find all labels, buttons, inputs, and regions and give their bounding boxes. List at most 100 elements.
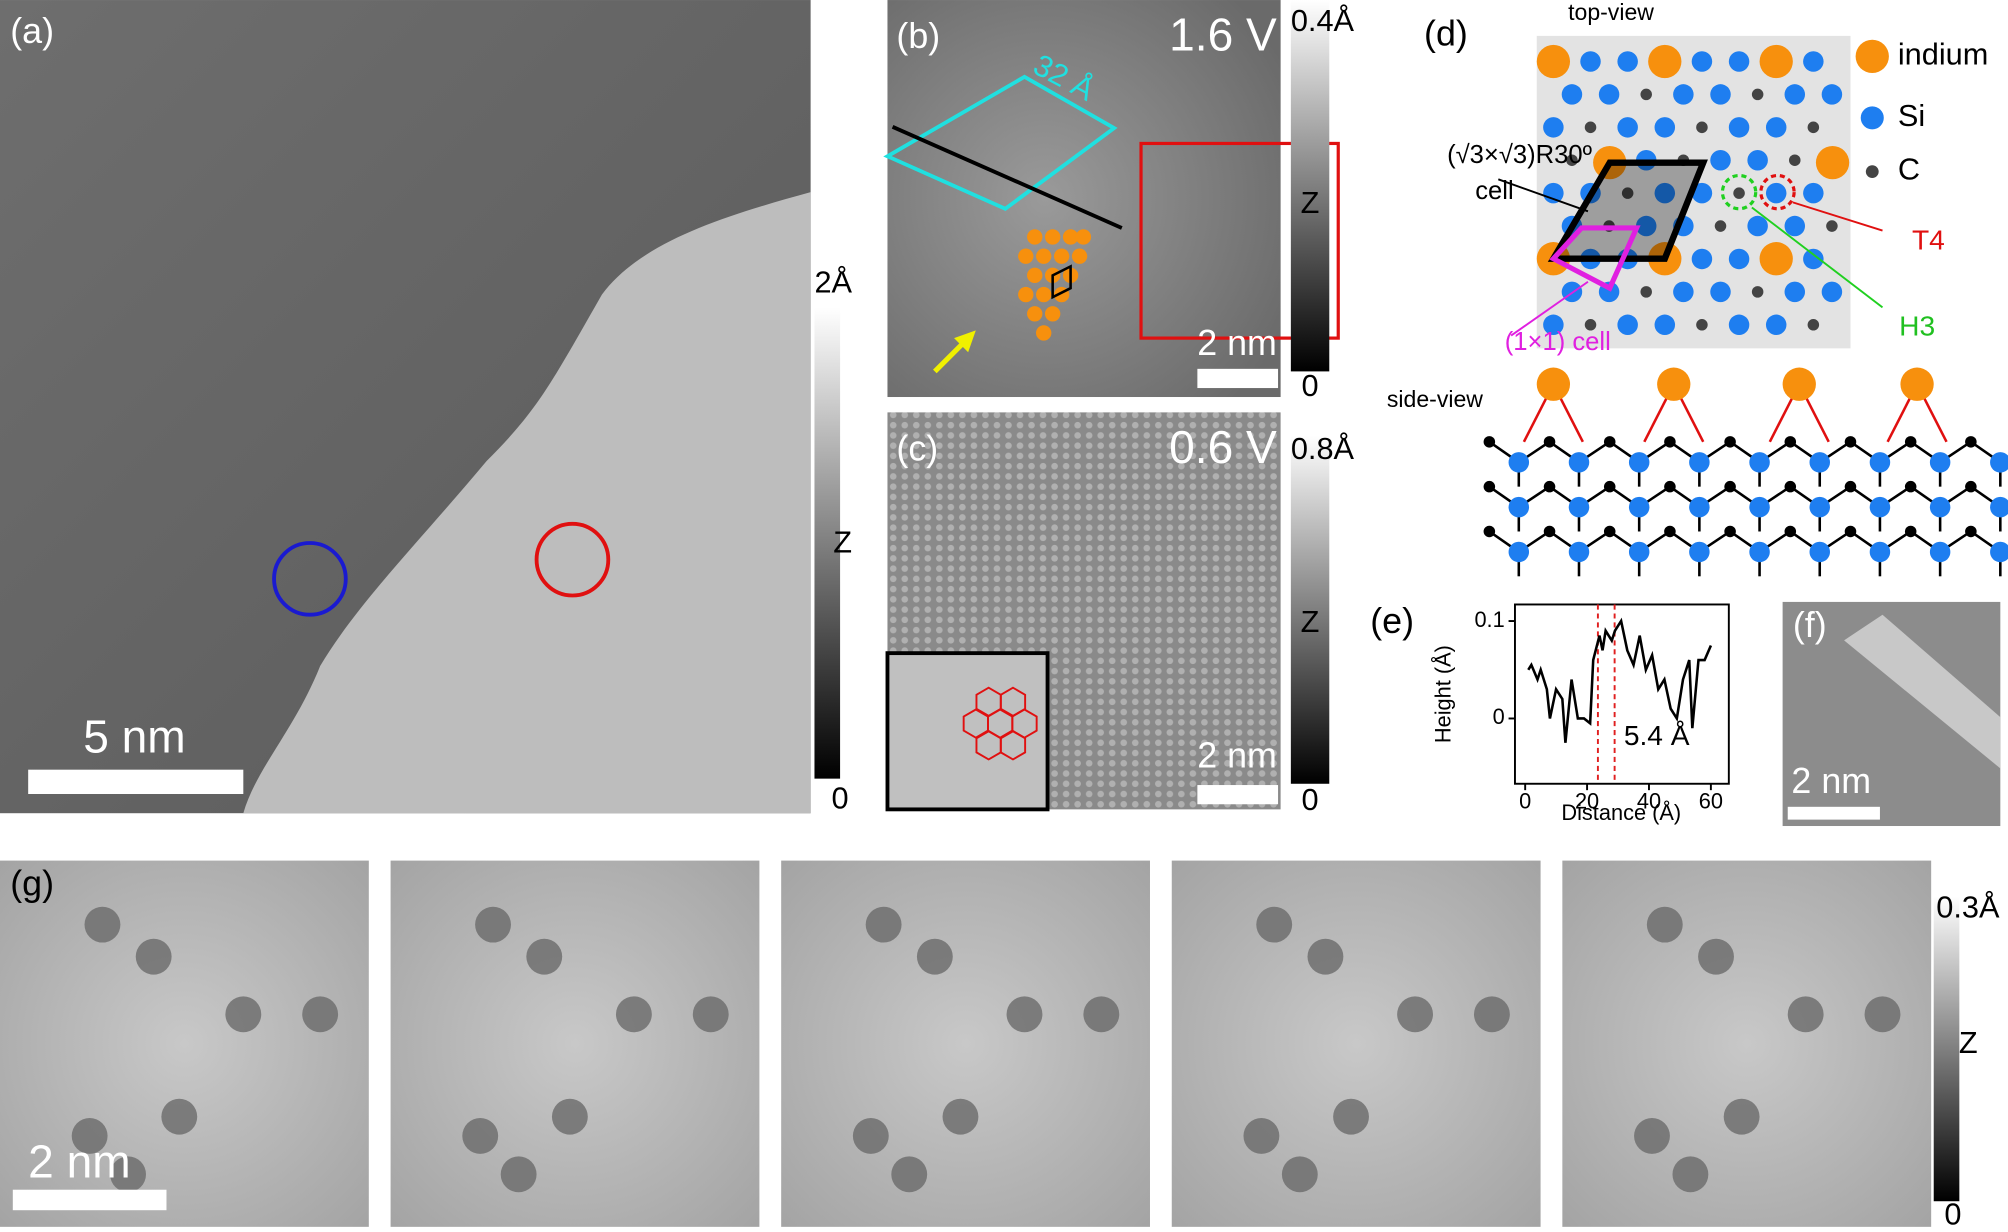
scalebar [1787,806,1880,820]
y-tick-label: 0 [1493,704,1505,729]
indium-dot [1036,248,1052,264]
panel-label: (b) [896,16,940,56]
c-atom [1603,436,1616,448]
c-atom [1904,525,1917,538]
si-atom [1765,182,1787,204]
si-atom [1821,281,1843,303]
vacancy [692,996,729,1033]
si-atom [1869,541,1891,563]
colorbar [1290,0,1330,372]
vacancy [551,1098,588,1135]
si-atom [1749,496,1770,518]
legend-si [1860,106,1884,130]
supercell [883,74,1118,211]
c-atom [1784,436,1797,448]
panel-label: (d) [1424,13,1468,53]
c-atom [1807,121,1820,134]
vacancy [942,1098,979,1135]
indium-dot [1036,325,1052,341]
vacancy [71,1118,108,1154]
x-axis-label: Distance (Å) [1561,800,1681,825]
c-atom [1621,187,1634,199]
si-atom [1654,117,1676,138]
x-tick-label: 20 [1575,789,1599,814]
vacancy [1333,1098,1369,1135]
stm-image [887,0,1281,398]
c-atom [1483,436,1496,448]
c-atom [1584,319,1597,331]
legend-indium [1855,39,1889,74]
vacancy [302,996,339,1033]
x-tick-label: 0 [1519,789,1531,814]
honeycomb-overlay [962,686,1038,761]
si-atom [1617,51,1638,72]
indium-dot [1018,248,1034,264]
cell-1x1-label: (1×1) cell [1505,328,1611,356]
legend-c [1865,165,1879,179]
vacancy [225,996,262,1033]
cell-label: (√3×√3)R30º [1447,141,1593,169]
bright-chain [1844,614,2001,769]
indium-atom [1536,367,1571,401]
bias: 1.6 V [1169,9,1277,61]
colorbar-title: Z [1301,185,1320,220]
vacancy [1256,906,1293,943]
colorbar [814,307,841,779]
si-atom [1809,452,1830,473]
indium-atom [1900,367,1934,401]
si-atom [1635,215,1657,237]
si-atom [1784,84,1806,105]
vacancy [1698,938,1734,975]
colorbar [1290,435,1330,784]
vacancy [161,1098,198,1135]
si-atom [1929,496,1951,518]
legend-label: Si [1898,98,1925,133]
si-atom [1710,281,1731,303]
stm-frame [390,860,760,1227]
c-atom [1965,525,1977,538]
si-atom [1598,84,1620,105]
si-atom [1543,117,1564,138]
inset [885,651,1050,812]
scalebar-label: 2 nm [1791,761,1871,801]
line-profile [891,125,1123,230]
vacancy [1243,1118,1280,1154]
si-atom [1628,452,1650,473]
vacancy [1634,1118,1670,1154]
vacancy [1864,996,1901,1033]
c-atom [1543,436,1556,448]
y-tick-label: 0.1 [1474,607,1504,632]
indium-dot [1062,229,1079,245]
si-atom [1628,541,1650,563]
c-atom [1543,525,1556,538]
stm-frame [1562,860,1932,1227]
panel-b: (b) 1.6 V 32 Å 2 nm 0.4Å Z 0 [883,0,1355,403]
unit-cell [1051,264,1072,300]
indium-dot [1053,248,1070,264]
colorbar-max: 0.8Å [1291,431,1355,466]
c-atom [1724,525,1736,538]
t4-label: T4 [1912,223,1945,255]
panel-a: (a) 5 nm 2Å Z 0 [0,0,853,816]
si-atom [1809,541,1830,563]
si-atom [1568,541,1590,563]
legend-label: C [1898,152,1920,187]
si-atom [1691,51,1713,72]
si-atom [1710,149,1731,171]
bias: 0.6 V [1169,421,1277,473]
si-atom [1728,51,1750,72]
side-view-label: side-view [1387,386,1483,412]
si-atom [1508,496,1530,518]
stm-frame [0,860,369,1227]
1x1-cell [1549,225,1641,292]
c-atom [1714,220,1727,232]
c-atom [1566,154,1578,166]
si-atom [1689,541,1710,563]
plot-frame [1514,603,1730,785]
scalebar [12,1189,167,1211]
si-atom [1568,452,1590,473]
si-atom [1990,452,2008,473]
si-atom [1691,248,1713,270]
indium-dot [1027,267,1043,284]
si-atom [1710,84,1731,105]
